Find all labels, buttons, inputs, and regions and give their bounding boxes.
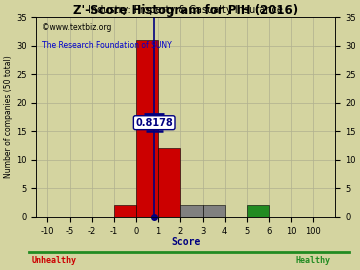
Text: ©www.textbiz.org: ©www.textbiz.org [42,23,112,32]
Bar [203,205,225,217]
Text: The Research Foundation of SUNY: The Research Foundation of SUNY [42,41,172,50]
Bar [247,205,269,217]
Text: Industry: Property & Casualty Insurance: Industry: Property & Casualty Insurance [89,5,283,15]
Text: Unhealthy: Unhealthy [32,256,76,265]
X-axis label: Score: Score [171,237,201,247]
Bar [114,205,136,217]
Text: 0.8178: 0.8178 [135,118,173,128]
Text: Healthy: Healthy [296,256,331,265]
Y-axis label: Number of companies (50 total): Number of companies (50 total) [4,56,13,178]
Bar [136,40,158,217]
Title: Z'-Score Histogram for PIH (2016): Z'-Score Histogram for PIH (2016) [73,4,298,17]
Bar [180,205,203,217]
Bar [158,148,180,217]
